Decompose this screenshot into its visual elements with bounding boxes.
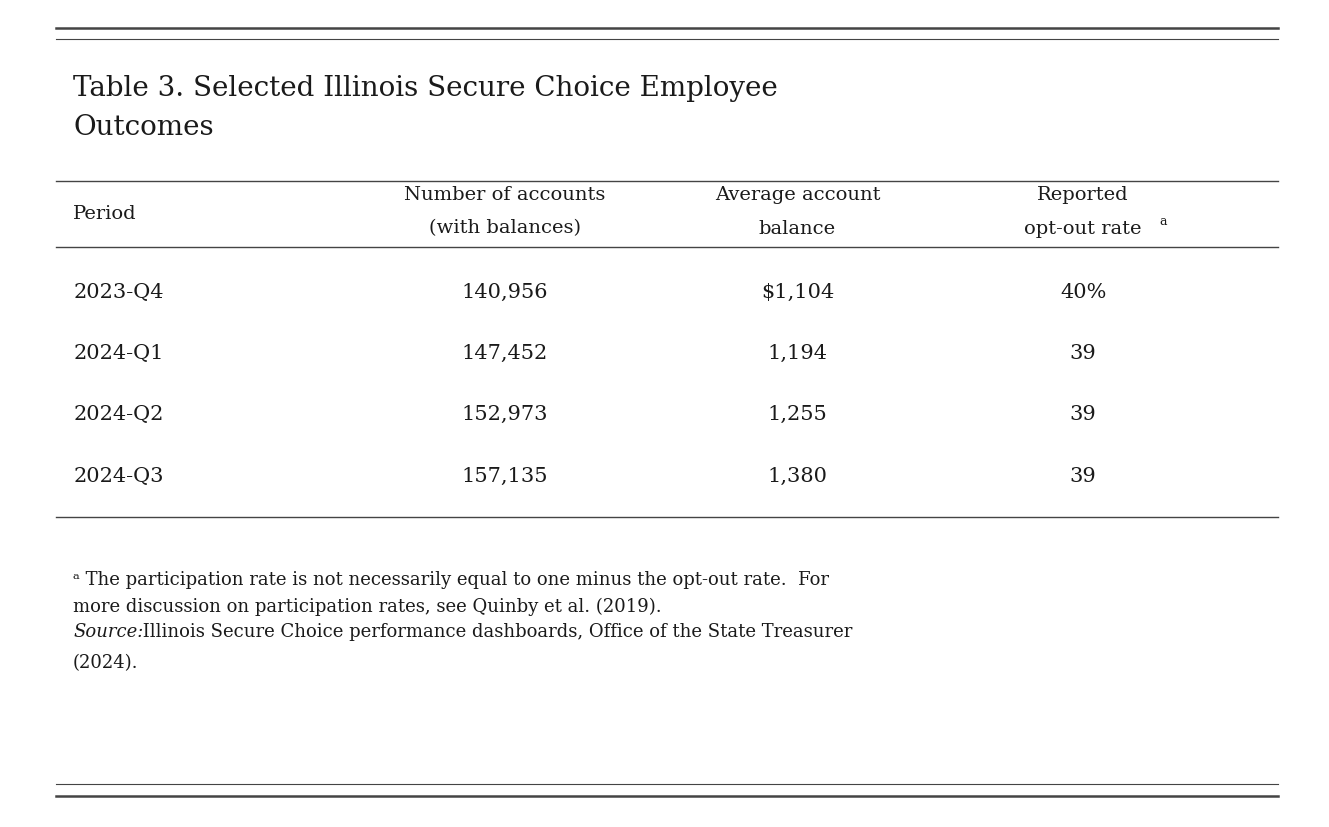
Text: (2024).: (2024). <box>73 653 138 672</box>
Text: ᵃ The participation rate is not necessarily equal to one minus the opt-out rate.: ᵃ The participation rate is not necessar… <box>73 571 829 589</box>
Text: 147,452: 147,452 <box>462 344 548 362</box>
Text: 39: 39 <box>1070 344 1096 362</box>
Text: Table 3. Selected Illinois Secure Choice Employee: Table 3. Selected Illinois Secure Choice… <box>73 74 777 102</box>
Text: more discussion on participation rates, see Quinby et al. (2019).: more discussion on participation rates, … <box>73 597 662 615</box>
Text: Reported: Reported <box>1038 186 1128 204</box>
Text: 1,194: 1,194 <box>767 344 828 362</box>
Text: Average account: Average account <box>715 186 880 204</box>
Text: 152,973: 152,973 <box>461 405 549 423</box>
Text: Number of accounts: Number of accounts <box>404 186 606 204</box>
Text: a: a <box>1159 215 1167 228</box>
Text: opt-out rate: opt-out rate <box>1025 219 1142 237</box>
Text: balance: balance <box>759 219 836 237</box>
Text: 1,255: 1,255 <box>768 405 827 423</box>
Text: 2024-Q3: 2024-Q3 <box>73 466 163 485</box>
Text: Outcomes: Outcomes <box>73 114 214 141</box>
Text: 39: 39 <box>1070 405 1096 423</box>
Text: Illinois Secure Choice performance dashboards, Office of the State Treasurer: Illinois Secure Choice performance dashb… <box>137 622 852 640</box>
Text: 140,956: 140,956 <box>461 283 549 301</box>
Text: 1,380: 1,380 <box>767 466 828 485</box>
Text: 2023-Q4: 2023-Q4 <box>73 283 163 301</box>
Text: 2024-Q2: 2024-Q2 <box>73 405 163 423</box>
Text: 2024-Q1: 2024-Q1 <box>73 344 163 362</box>
Text: 39: 39 <box>1070 466 1096 485</box>
Text: $1,104: $1,104 <box>760 283 835 301</box>
Text: (with balances): (with balances) <box>429 219 581 237</box>
Text: Source:: Source: <box>73 622 144 640</box>
Text: Period: Period <box>73 204 137 222</box>
Text: 40%: 40% <box>1061 283 1106 301</box>
Text: 157,135: 157,135 <box>461 466 549 485</box>
